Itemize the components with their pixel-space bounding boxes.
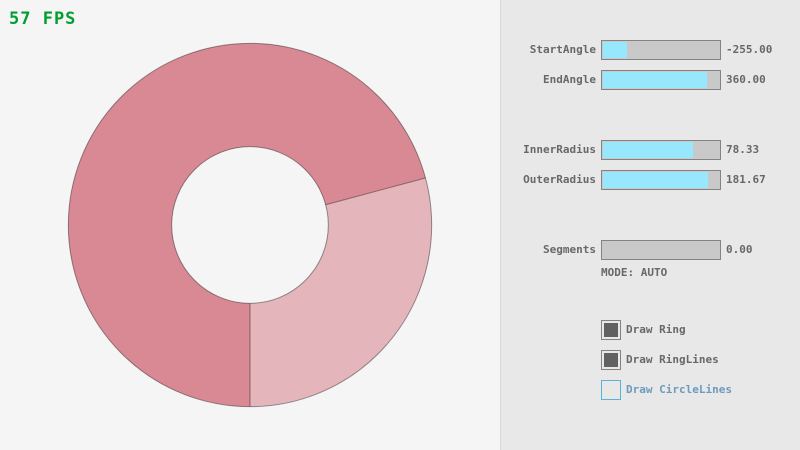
draw-ringlines-checkbox[interactable] <box>601 350 621 370</box>
draw-circlelines-checkbox[interactable] <box>601 380 621 400</box>
checkbox-row-draw-ring: Draw Ring <box>601 320 800 340</box>
ring-sector-once-drawn <box>250 177 432 407</box>
slider-row-outerradius: OuterRadius 181.67 <box>501 170 800 190</box>
slider-row-segments: Segments 0.00 <box>501 240 800 260</box>
segments-mode-text: MODE: AUTO <box>601 266 668 279</box>
draw-circlelines-label: Draw CircleLines <box>626 383 732 396</box>
slider-row-endangle: EndAngle 360.00 <box>501 70 800 90</box>
checkmark-fill <box>604 323 618 337</box>
ring-inner-outline <box>171 146 329 304</box>
draw-ringlines-label: Draw RingLines <box>626 353 719 366</box>
ring-drawing-canvas <box>67 42 433 408</box>
outerradius-slider[interactable] <box>601 170 721 190</box>
innerradius-label: InnerRadius <box>523 143 596 156</box>
startangle-slider-fill <box>603 42 627 58</box>
checkbox-row-draw-ringlines: Draw RingLines <box>601 350 800 370</box>
fps-counter: 57 FPS <box>9 9 77 29</box>
checkmark-fill <box>604 353 618 367</box>
segments-label: Segments <box>543 243 596 256</box>
draw-ring-label: Draw Ring <box>626 323 686 336</box>
startangle-value: -255.00 <box>726 43 773 56</box>
ring-sector-twice-drawn-overlap <box>68 43 426 407</box>
checkbox-row-draw-circlelines: Draw CircleLines <box>601 380 800 400</box>
startangle-label: StartAngle <box>529 43 596 56</box>
outerradius-slider-fill <box>603 172 709 188</box>
startangle-slider[interactable] <box>601 40 721 60</box>
endangle-value: 360.00 <box>726 73 766 86</box>
endangle-slider[interactable] <box>601 70 721 90</box>
endangle-slider-fill <box>603 72 708 88</box>
innerradius-slider-fill <box>603 142 694 158</box>
controls-panel: StartAngle -255.00 EndAngle 360.00 Inner… <box>500 0 800 450</box>
segments-slider[interactable] <box>601 240 721 260</box>
endangle-label: EndAngle <box>543 73 596 86</box>
ring-outer-outline <box>67 42 433 408</box>
draw-ring-checkbox[interactable] <box>601 320 621 340</box>
innerradius-slider[interactable] <box>601 140 721 160</box>
ring-radial-line <box>325 177 426 206</box>
outerradius-label: OuterRadius <box>523 173 596 186</box>
slider-row-innerradius: InnerRadius 78.33 <box>501 140 800 160</box>
innerradius-value: 78.33 <box>726 143 760 156</box>
outerradius-value: 181.67 <box>726 173 766 186</box>
segments-value: 0.00 <box>726 243 753 256</box>
slider-row-startangle: StartAngle -255.00 <box>501 40 800 60</box>
